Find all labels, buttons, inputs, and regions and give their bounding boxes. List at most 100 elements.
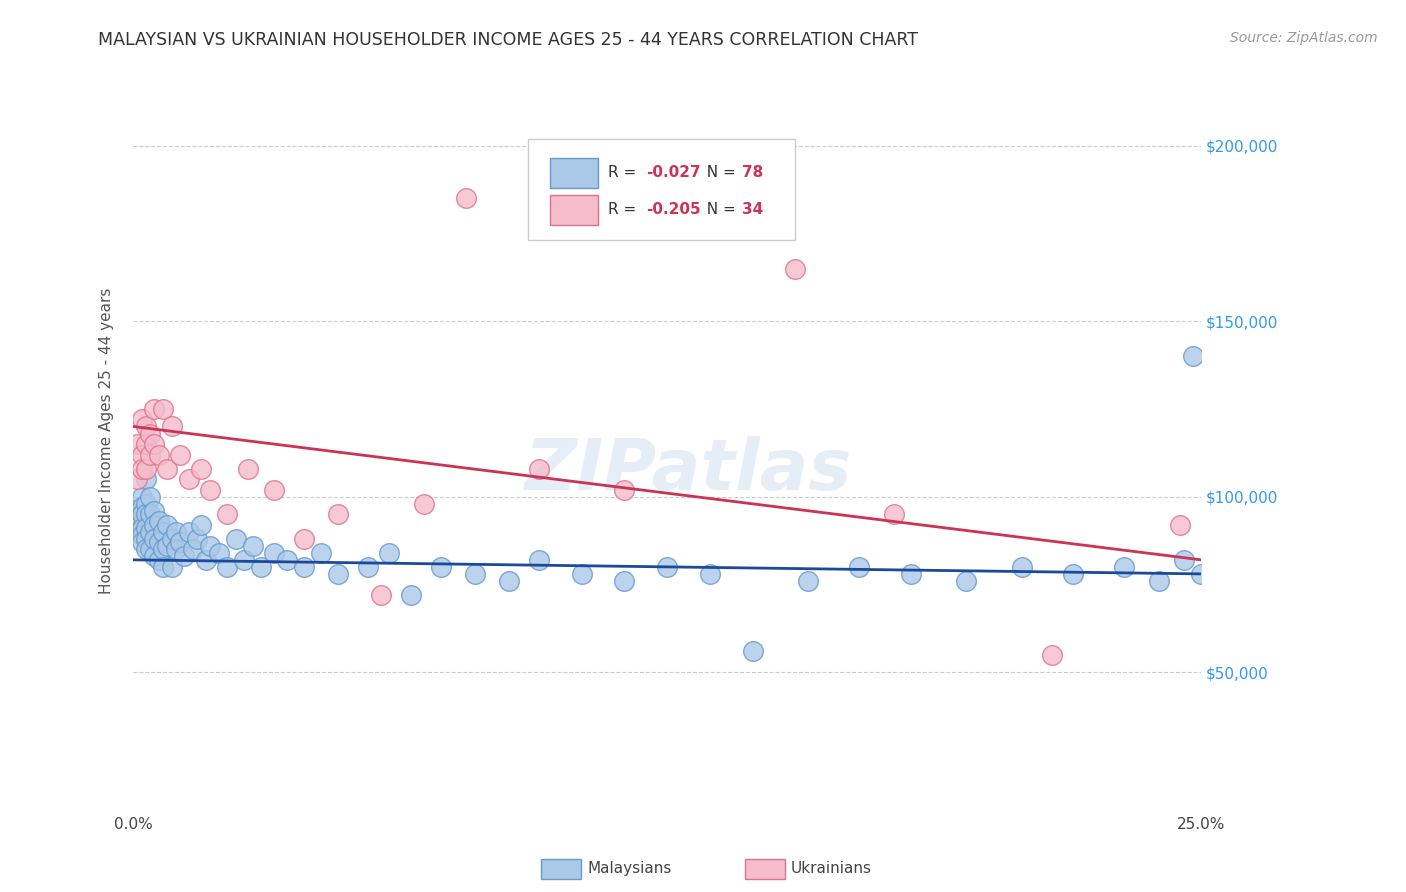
Point bbox=[131, 521, 153, 535]
Point bbox=[370, 588, 392, 602]
Point bbox=[169, 448, 191, 462]
Point bbox=[156, 517, 179, 532]
Point bbox=[1062, 566, 1084, 581]
Point bbox=[160, 532, 183, 546]
Point bbox=[741, 644, 763, 658]
Point bbox=[131, 448, 153, 462]
Point bbox=[165, 524, 187, 539]
Text: ZIPatlas: ZIPatlas bbox=[524, 436, 852, 505]
Point bbox=[143, 532, 166, 546]
Text: N =: N = bbox=[697, 165, 741, 180]
Point bbox=[309, 546, 332, 560]
Point bbox=[900, 566, 922, 581]
Text: -0.205: -0.205 bbox=[645, 202, 700, 218]
Point bbox=[1011, 560, 1033, 574]
FancyBboxPatch shape bbox=[529, 139, 796, 240]
Point bbox=[194, 553, 217, 567]
Point bbox=[139, 490, 162, 504]
FancyBboxPatch shape bbox=[550, 158, 598, 187]
Point bbox=[785, 261, 807, 276]
Point bbox=[139, 507, 162, 521]
Point bbox=[148, 514, 170, 528]
Point bbox=[571, 566, 593, 581]
Point bbox=[156, 461, 179, 475]
Point bbox=[613, 574, 636, 588]
Point bbox=[217, 560, 239, 574]
Y-axis label: Householder Income Ages 25 - 44 years: Householder Income Ages 25 - 44 years bbox=[100, 287, 114, 594]
Point bbox=[378, 546, 401, 560]
Point bbox=[152, 524, 174, 539]
Point bbox=[292, 532, 315, 546]
FancyBboxPatch shape bbox=[550, 195, 598, 225]
Point bbox=[412, 497, 434, 511]
Point bbox=[233, 553, 256, 567]
Point bbox=[127, 524, 149, 539]
Point bbox=[127, 437, 149, 451]
Point bbox=[276, 553, 298, 567]
Point bbox=[848, 560, 870, 574]
Point bbox=[143, 437, 166, 451]
Point bbox=[225, 532, 247, 546]
Point bbox=[152, 542, 174, 557]
Text: N =: N = bbox=[697, 202, 741, 218]
Point bbox=[190, 517, 212, 532]
Point bbox=[131, 461, 153, 475]
Point bbox=[292, 560, 315, 574]
Point bbox=[139, 524, 162, 539]
Point bbox=[143, 401, 166, 416]
Point bbox=[527, 553, 550, 567]
Point bbox=[263, 483, 285, 497]
Point bbox=[527, 461, 550, 475]
Point bbox=[148, 535, 170, 549]
Point bbox=[139, 448, 162, 462]
Text: R =: R = bbox=[609, 202, 641, 218]
Text: -0.027: -0.027 bbox=[645, 165, 700, 180]
Point bbox=[1147, 574, 1170, 588]
Point bbox=[1173, 553, 1195, 567]
Point bbox=[135, 472, 157, 486]
Point bbox=[139, 542, 162, 557]
Point bbox=[160, 419, 183, 434]
Point bbox=[657, 560, 679, 574]
Point bbox=[613, 483, 636, 497]
Point bbox=[238, 461, 260, 475]
Point bbox=[131, 500, 153, 515]
Point bbox=[143, 517, 166, 532]
Point bbox=[498, 574, 520, 588]
Point bbox=[399, 588, 422, 602]
Point bbox=[198, 539, 221, 553]
Point bbox=[190, 461, 212, 475]
Point bbox=[429, 560, 451, 574]
Point bbox=[1189, 566, 1212, 581]
Point bbox=[177, 472, 200, 486]
Point bbox=[173, 549, 195, 564]
Text: Source: ZipAtlas.com: Source: ZipAtlas.com bbox=[1230, 31, 1378, 45]
Point bbox=[699, 566, 721, 581]
Point bbox=[181, 542, 204, 557]
Point bbox=[143, 504, 166, 518]
Point bbox=[797, 574, 820, 588]
Point bbox=[152, 560, 174, 574]
Point bbox=[135, 507, 157, 521]
Point bbox=[464, 566, 486, 581]
Point bbox=[883, 507, 905, 521]
Point bbox=[135, 521, 157, 535]
Point bbox=[131, 490, 153, 504]
Point bbox=[1114, 560, 1136, 574]
Point bbox=[328, 566, 350, 581]
Point bbox=[127, 514, 149, 528]
Text: 34: 34 bbox=[742, 202, 763, 218]
Point bbox=[250, 560, 273, 574]
Point bbox=[127, 472, 149, 486]
Text: R =: R = bbox=[609, 165, 641, 180]
Point bbox=[263, 546, 285, 560]
Text: MALAYSIAN VS UKRAINIAN HOUSEHOLDER INCOME AGES 25 - 44 YEARS CORRELATION CHART: MALAYSIAN VS UKRAINIAN HOUSEHOLDER INCOM… bbox=[98, 31, 918, 49]
Point bbox=[169, 535, 191, 549]
Point bbox=[135, 532, 157, 546]
Point bbox=[456, 191, 478, 205]
Point bbox=[1040, 648, 1063, 662]
Point bbox=[160, 560, 183, 574]
Point bbox=[139, 426, 162, 441]
Text: Malaysians: Malaysians bbox=[588, 862, 672, 876]
Point bbox=[207, 546, 229, 560]
